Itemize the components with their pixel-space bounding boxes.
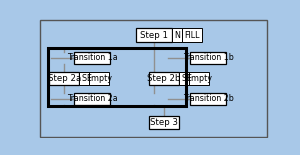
Text: N: N: [174, 31, 180, 40]
Bar: [172, 28, 182, 42]
Text: Empty: Empty: [186, 74, 212, 83]
Bar: [48, 48, 186, 106]
Text: Transition 1b: Transition 1b: [183, 53, 234, 62]
Bar: [190, 52, 226, 64]
Bar: [179, 72, 189, 85]
Text: Empty: Empty: [86, 74, 112, 83]
Bar: [149, 116, 179, 129]
Text: Step 2b: Step 2b: [148, 74, 181, 83]
Bar: [149, 72, 179, 85]
Text: Step 3: Step 3: [150, 118, 178, 127]
Bar: [74, 93, 110, 104]
Bar: [89, 72, 109, 85]
Bar: [74, 52, 110, 64]
Bar: [49, 72, 79, 85]
Bar: [136, 28, 172, 42]
Text: Transition 2a: Transition 2a: [67, 94, 118, 103]
Bar: [190, 93, 226, 104]
Text: FILL: FILL: [184, 31, 200, 40]
Bar: [182, 28, 202, 42]
Text: S: S: [82, 74, 87, 83]
Text: Transition 1a: Transition 1a: [67, 53, 118, 62]
Text: Step 2a: Step 2a: [48, 74, 81, 83]
Text: Step 1: Step 1: [140, 31, 168, 40]
Text: S: S: [182, 74, 187, 83]
Bar: [189, 72, 209, 85]
Text: Transition 2b: Transition 2b: [183, 94, 234, 103]
Bar: [79, 72, 89, 85]
